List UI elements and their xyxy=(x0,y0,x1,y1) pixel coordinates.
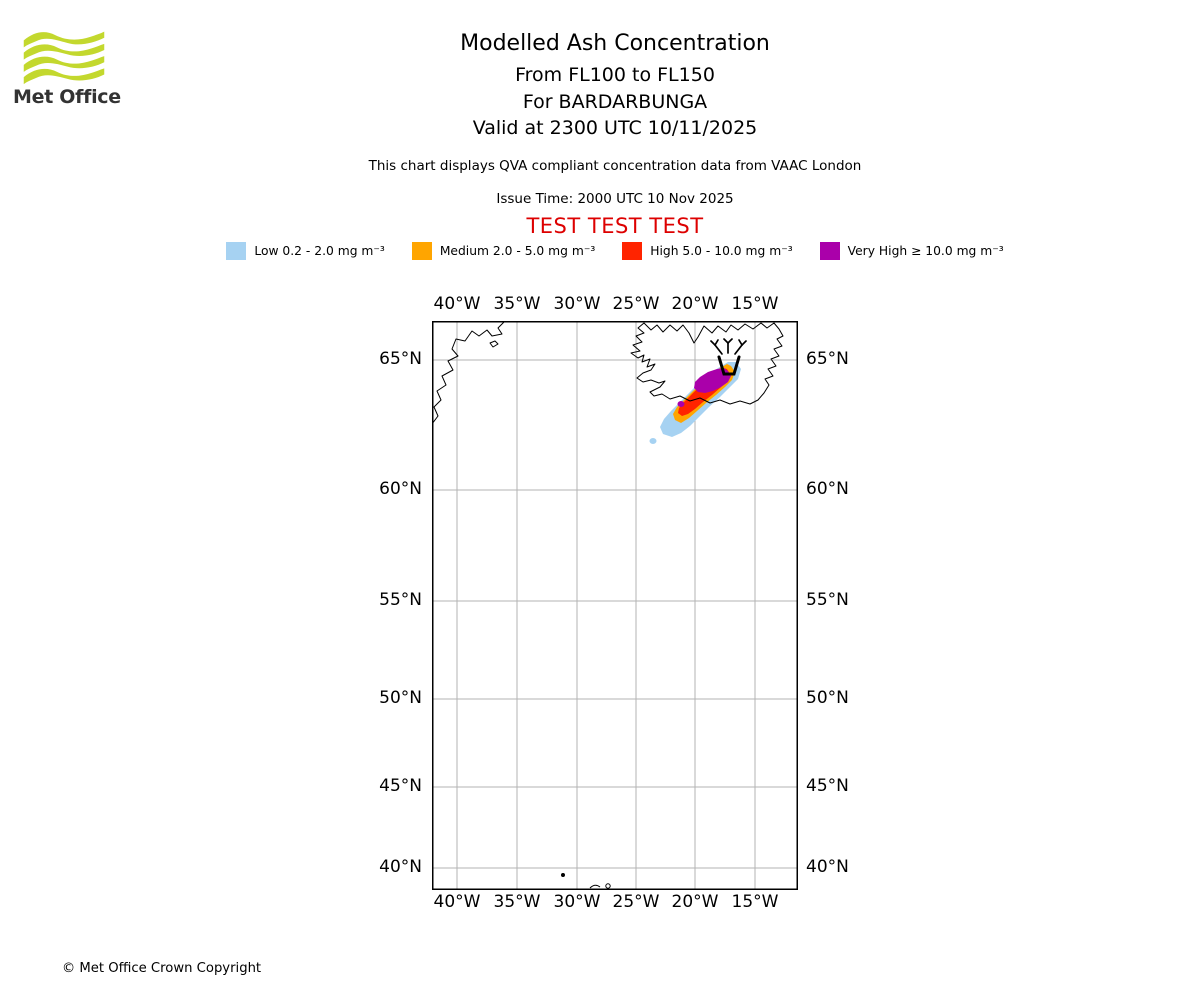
logo-wave-group xyxy=(23,31,105,85)
lon-tick-top-40w: 40°W xyxy=(433,294,481,314)
coastline-greenland xyxy=(432,321,506,425)
ash-plume xyxy=(649,362,741,444)
lon-tick-bottom-30w: 30°W xyxy=(553,892,601,912)
logo-wave-1 xyxy=(23,31,105,48)
lon-tick-bottom-20w: 20°W xyxy=(671,892,719,912)
lat-tick-left-45n: 45°N xyxy=(379,776,422,796)
map-border xyxy=(432,321,798,890)
lon-tick-top-15w: 15°W xyxy=(731,294,779,314)
legend-item-medium: Medium 2.0 - 5.0 mg m⁻³ xyxy=(411,242,596,260)
legend-label-medium: Medium 2.0 - 5.0 mg m⁻³ xyxy=(439,244,596,258)
lat-tick-right-55n: 55°N xyxy=(806,590,849,610)
lat-tick-left-40n: 40°N xyxy=(379,857,422,877)
legend-label-low: Low 0.2 - 2.0 mg m⁻³ xyxy=(254,244,385,258)
map-canvas xyxy=(432,321,798,890)
copyright-text: © Met Office Crown Copyright xyxy=(62,961,262,976)
legend-swatch-very-high-icon xyxy=(819,242,840,260)
legend-item-very-high: Very High ≥ 10.0 mg m⁻³ xyxy=(819,242,1004,260)
lon-tick-bottom-15w: 15°W xyxy=(731,892,779,912)
subtitle-flight-levels: From FL100 to FL150 xyxy=(515,64,715,86)
lon-tick-top-35w: 35°W xyxy=(493,294,541,314)
logo-wave-3 xyxy=(23,56,105,72)
legend-swatch-low-icon xyxy=(226,242,247,260)
legend-label-high: High 5.0 - 10.0 mg m⁻³ xyxy=(650,244,793,258)
subtitle-valid-time: Valid at 2300 UTC 10/11/2025 xyxy=(472,117,758,139)
legend-item-low: Low 0.2 - 2.0 mg m⁻³ xyxy=(226,242,385,260)
ash-plume-low-detached-spot xyxy=(649,438,657,444)
ash-plume-very-high xyxy=(694,368,731,393)
lat-tick-right-40n: 40°N xyxy=(806,857,849,877)
coastline-iceland xyxy=(630,322,784,405)
islands-azores xyxy=(561,873,611,889)
lat-tick-right-45n: 45°N xyxy=(806,776,849,796)
subtitle-block: From FL100 to FL150 For BARDARBUNGA Vali… xyxy=(30,62,1200,142)
logo-wave-4 xyxy=(23,68,105,85)
lon-tick-bottom-35w: 35°W xyxy=(493,892,541,912)
issue-time-line: Issue Time: 2000 UTC 10 Nov 2025 xyxy=(496,191,734,207)
lon-tick-top-20w: 20°W xyxy=(671,294,719,314)
lat-tick-left-55n: 55°N xyxy=(379,590,422,610)
lon-tick-bottom-25w: 25°W xyxy=(612,892,660,912)
legend-label-very-high: Very High ≥ 10.0 mg m⁻³ xyxy=(847,244,1004,258)
met-office-logo-waves-icon xyxy=(23,31,105,85)
volcano-eruption-icon xyxy=(710,338,747,376)
logo-wave-2 xyxy=(23,43,105,60)
lat-tick-right-60n: 60°N xyxy=(806,479,849,499)
lat-tick-left-60n: 60°N xyxy=(379,479,422,499)
lat-tick-left-65n: 65°N xyxy=(379,349,422,369)
lon-tick-bottom-40w: 40°W xyxy=(433,892,481,912)
subtitle-volcano: For BARDARBUNGA xyxy=(522,90,708,113)
lat-tick-right-50n: 50°N xyxy=(806,688,849,708)
qva-info-line: This chart displays QVA compliant concen… xyxy=(368,158,862,174)
ash-plume-very-high-detached-spot xyxy=(677,401,685,407)
lon-tick-top-25w: 25°W xyxy=(612,294,660,314)
coastline-greenland-island xyxy=(489,340,499,348)
test-banner: TEST TEST TEST xyxy=(526,214,704,238)
legend: Low 0.2 - 2.0 mg m⁻³ Medium 2.0 - 5.0 mg… xyxy=(30,242,1200,260)
map-grid xyxy=(432,321,798,890)
legend-swatch-high-icon xyxy=(622,242,643,260)
page-title: Modelled Ash Concentration xyxy=(460,31,770,56)
lat-tick-right-65n: 65°N xyxy=(806,349,849,369)
met-office-logo-text: Met Office xyxy=(13,86,121,108)
lat-tick-left-50n: 50°N xyxy=(379,688,422,708)
legend-swatch-medium-icon xyxy=(411,242,432,260)
legend-item-high: High 5.0 - 10.0 mg m⁻³ xyxy=(622,242,793,260)
lon-tick-top-30w: 30°W xyxy=(553,294,601,314)
coastlines xyxy=(432,321,784,889)
